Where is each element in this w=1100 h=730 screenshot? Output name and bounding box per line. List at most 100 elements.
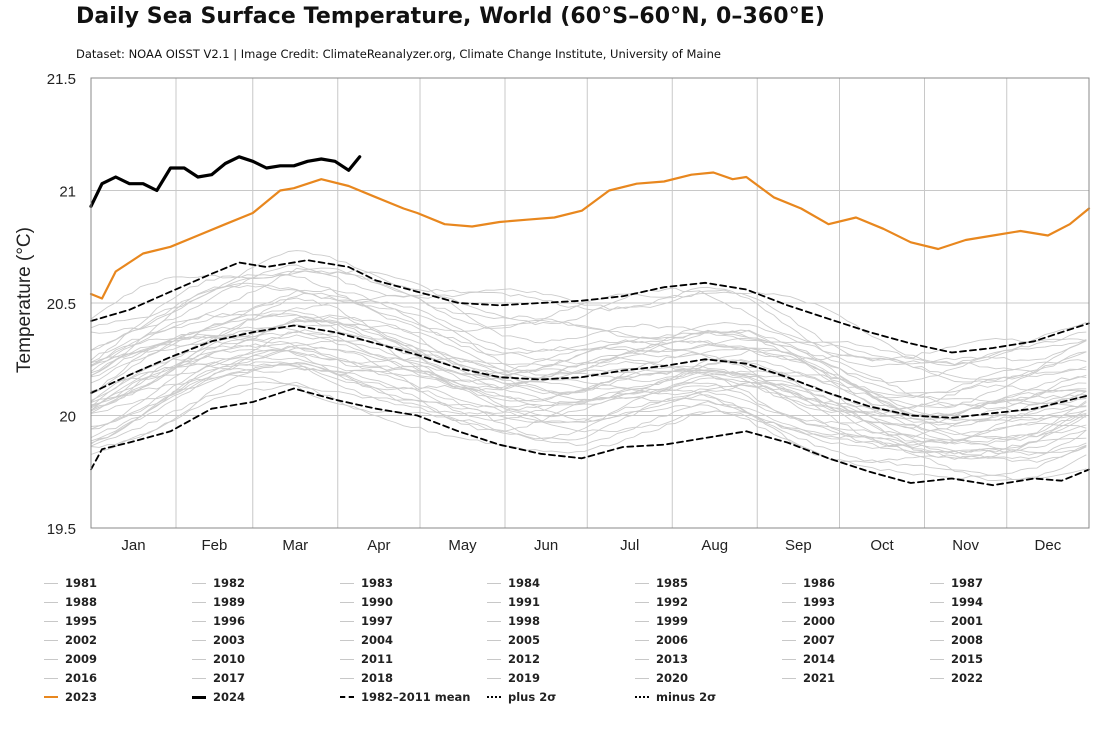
legend-item[interactable]: 2014	[782, 650, 835, 668]
legend-swatch	[487, 601, 501, 603]
legend-item[interactable]: 1991	[487, 593, 540, 611]
legend-label: 2022	[951, 671, 984, 685]
x-tick-label: Feb	[201, 537, 227, 554]
legend-item[interactable]: 1994	[930, 593, 983, 611]
legend-label: 1995	[65, 614, 98, 628]
legend-swatch	[192, 582, 206, 584]
legend-item[interactable]: 2023	[44, 688, 97, 706]
legend-item[interactable]: 2001	[930, 612, 983, 630]
legend-label: 1983	[361, 576, 394, 590]
legend-item[interactable]: 1996	[192, 612, 245, 630]
legend-label: 2010	[213, 652, 246, 666]
legend-item[interactable]: 1982–2011 mean	[340, 688, 471, 706]
legend-label: 2014	[803, 652, 836, 666]
legend-label: 2006	[656, 633, 689, 647]
legend-item[interactable]: 2008	[930, 631, 983, 649]
x-tick-label: Jul	[620, 537, 639, 554]
legend-label: 1997	[361, 614, 394, 628]
legend-item[interactable]: 1985	[635, 574, 688, 592]
historical-year-line	[90, 350, 1087, 445]
legend-label: 2017	[213, 671, 246, 685]
legend-item[interactable]: 2013	[635, 650, 688, 668]
legend-item[interactable]: 1982	[192, 574, 245, 592]
y-tick-label: 20.5	[47, 296, 76, 313]
x-tick-label: Jan	[121, 537, 145, 554]
series-line-plus-2-	[90, 259, 1090, 354]
legend-swatch	[192, 695, 206, 699]
legend-label: 2000	[803, 614, 836, 628]
legend-item[interactable]: 1992	[635, 593, 688, 611]
legend-item[interactable]: 2018	[340, 669, 393, 687]
legend-item[interactable]: 1981	[44, 574, 97, 592]
legend-item[interactable]: 2002	[44, 631, 97, 649]
legend-swatch	[782, 639, 796, 641]
legend-label: 1984	[508, 576, 541, 590]
legend-item[interactable]: 1997	[340, 612, 393, 630]
legend-item[interactable]: plus 2σ	[487, 688, 556, 706]
legend-label: 2005	[508, 633, 541, 647]
historical-year-line	[90, 285, 1087, 383]
legend-item[interactable]: 1999	[635, 612, 688, 630]
legend-swatch	[44, 696, 58, 698]
legend-swatch	[782, 601, 796, 603]
historical-year-line	[90, 313, 1087, 407]
legend-swatch	[782, 677, 796, 679]
legend-swatch	[340, 677, 354, 679]
legend-item[interactable]: 1984	[487, 574, 540, 592]
historical-year-line	[90, 361, 1087, 463]
legend-label: 1989	[213, 595, 246, 609]
legend-item[interactable]: 2003	[192, 631, 245, 649]
legend-item[interactable]: 2015	[930, 650, 983, 668]
legend-item[interactable]: 2021	[782, 669, 835, 687]
legend-swatch	[340, 601, 354, 603]
historical-year-line	[90, 319, 1087, 421]
legend-item[interactable]: 2000	[782, 612, 835, 630]
legend-item[interactable]: 2009	[44, 650, 97, 668]
legend-item[interactable]: 2019	[487, 669, 540, 687]
legend-swatch	[340, 696, 354, 698]
historical-year-line	[90, 250, 1087, 361]
x-tick-label: Jun	[534, 537, 558, 554]
legend-item[interactable]: 2005	[487, 631, 540, 649]
historical-year-line	[90, 288, 1087, 394]
historical-year-line	[90, 345, 1087, 449]
legend-item[interactable]: 1990	[340, 593, 393, 611]
legend-item[interactable]: 2012	[487, 650, 540, 668]
legend-item[interactable]: 2024	[192, 688, 245, 706]
legend-item[interactable]: 1993	[782, 593, 835, 611]
legend-item[interactable]: 2022	[930, 669, 983, 687]
legend-label: 2003	[213, 633, 246, 647]
legend-item[interactable]: 1998	[487, 612, 540, 630]
y-tick-label: 21.5	[47, 71, 76, 88]
legend-swatch	[635, 582, 649, 584]
legend-swatch	[340, 658, 354, 660]
historical-year-lines	[90, 250, 1087, 481]
legend-item[interactable]: 2016	[44, 669, 97, 687]
legend-swatch	[930, 639, 944, 641]
legend-label: 1986	[803, 576, 836, 590]
legend-item[interactable]: 2010	[192, 650, 245, 668]
legend-swatch	[44, 601, 58, 603]
legend-item[interactable]: 2004	[340, 631, 393, 649]
chart-plot: 19.5 20 20.5 21 21.5 Jan Feb Mar Apr May Jun Jul Aug…	[14, 71, 1091, 554]
legend-swatch	[192, 620, 206, 622]
legend-item[interactable]: 1987	[930, 574, 983, 592]
historical-year-line	[90, 297, 1087, 399]
legend-item[interactable]: 2006	[635, 631, 688, 649]
legend-item[interactable]: 2020	[635, 669, 688, 687]
legend-item[interactable]: 2011	[340, 650, 393, 668]
legend-item[interactable]: 1995	[44, 612, 97, 630]
legend-label: 2023	[65, 690, 98, 704]
historical-year-line	[90, 264, 1087, 368]
legend-label: 2015	[951, 652, 984, 666]
legend-item[interactable]: 1988	[44, 593, 97, 611]
legend-item[interactable]: 2007	[782, 631, 835, 649]
y-axis-label: Temperature (°C)	[14, 227, 35, 373]
legend-swatch	[340, 582, 354, 584]
legend-item[interactable]: 2017	[192, 669, 245, 687]
legend-item[interactable]: 1989	[192, 593, 245, 611]
historical-year-line	[90, 267, 1087, 384]
legend-item[interactable]: 1983	[340, 574, 393, 592]
legend-item[interactable]: minus 2σ	[635, 688, 716, 706]
legend-item[interactable]: 1986	[782, 574, 835, 592]
